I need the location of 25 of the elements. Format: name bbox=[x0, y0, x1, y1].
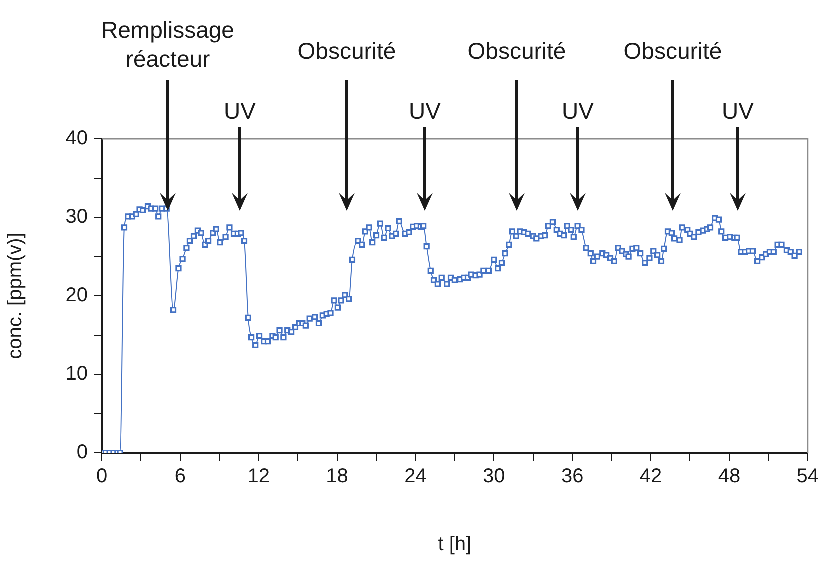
text: UV bbox=[721, 97, 755, 126]
y-tick-label: 0 bbox=[76, 442, 88, 464]
x-tick-label: 24 bbox=[404, 466, 427, 488]
y-tick-label: 40 bbox=[66, 128, 88, 150]
y-tick-label: 30 bbox=[66, 206, 88, 228]
text: UV bbox=[408, 97, 442, 126]
x-tick-label: 54 bbox=[796, 466, 819, 488]
x-axis-title: t [h] bbox=[438, 534, 472, 556]
x-tick-label: 18 bbox=[326, 466, 348, 488]
x-tick-label: 12 bbox=[248, 466, 270, 488]
text: Obscurité bbox=[296, 37, 398, 66]
y-tick-label: 10 bbox=[66, 363, 88, 386]
x-tick-label: 36 bbox=[561, 466, 584, 488]
y-tick-label: 20 bbox=[66, 284, 88, 307]
x-tick-label: 6 bbox=[174, 466, 186, 488]
y-axis-title: conc. [ppm(v)] bbox=[4, 232, 27, 360]
x-tick-label: 48 bbox=[718, 466, 741, 488]
x-tick-label: 30 bbox=[483, 466, 506, 488]
text: Remplissage réacteur bbox=[100, 16, 236, 74]
x-tick-label: 42 bbox=[640, 466, 662, 488]
text: UV bbox=[223, 97, 257, 126]
x-tick-label: 0 bbox=[96, 466, 108, 488]
text: UV bbox=[561, 97, 595, 126]
text: Obscurité bbox=[622, 37, 724, 66]
text: Obscurité bbox=[466, 37, 568, 66]
